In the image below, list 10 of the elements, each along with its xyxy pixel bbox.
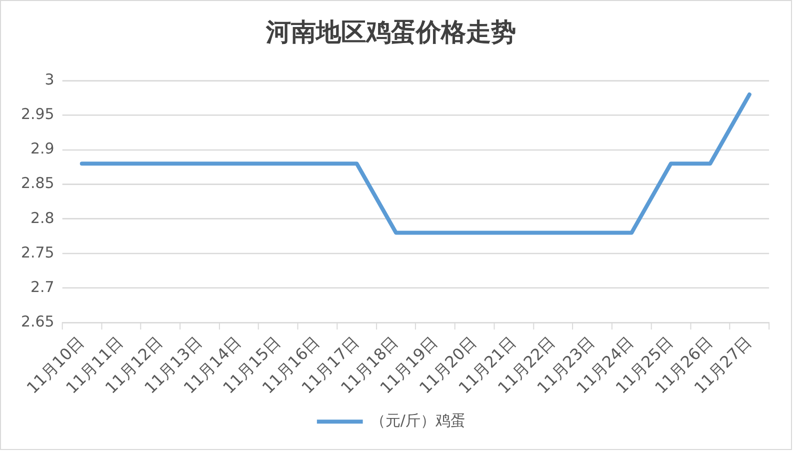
y-tick-label: 2.7	[30, 278, 54, 296]
chart-title: 河南地区鸡蛋价格走势	[264, 17, 516, 46]
y-tick-label: 2.9	[30, 140, 54, 158]
y-tick-label: 2.95	[20, 105, 54, 124]
y-tick-label: 3	[44, 70, 54, 89]
y-tick-label: 2.75	[20, 243, 54, 262]
legend-label: （元/斤）鸡蛋	[370, 412, 466, 430]
y-tick-label: 2.8	[30, 208, 54, 227]
y-tick-label: 2.65	[20, 312, 54, 330]
y-tick-label: 2.85	[20, 174, 54, 192]
